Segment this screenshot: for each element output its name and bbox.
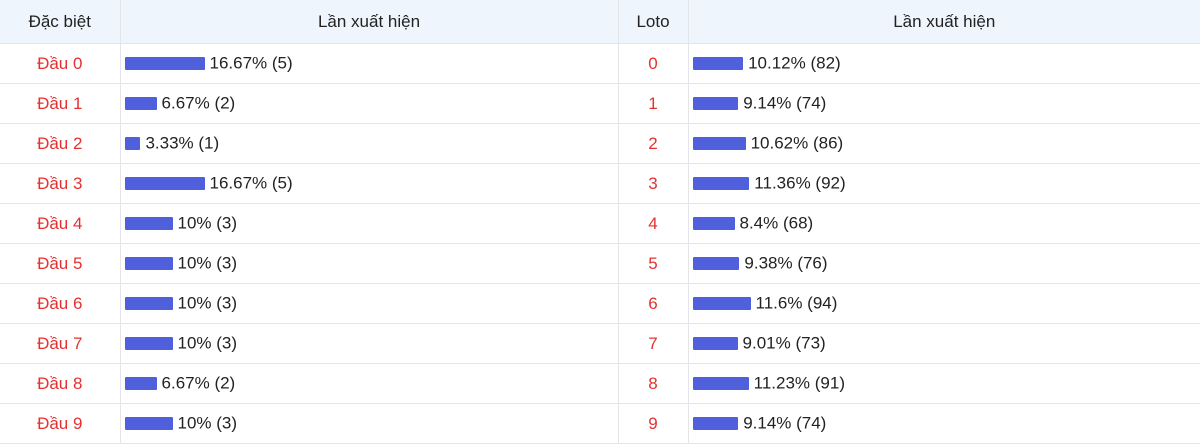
row-label: Đầu 4 [0,203,121,244]
row-label: Đầu 3 [0,163,121,204]
value-text: 6.67% (2) [161,373,236,393]
value-cell: 16.67% (5) [119,43,619,84]
value-cell: 9.01% (73) [687,323,1200,364]
header: Loto [617,0,689,44]
bar [124,417,173,431]
bar [124,377,157,391]
bar [124,337,173,351]
header: Lần xuất hiện [687,0,1200,44]
row-label: Đầu 1 [0,83,121,124]
value-text: 9.14% (74) [743,93,827,113]
row: Đầu 4 10% (3) 4 8.4% (68) [0,203,1200,244]
value-text: 9.14% (74) [743,413,827,433]
row-label: Đầu 6 [0,283,121,324]
value-text: 10% (3) [177,253,238,273]
value-text: 8.4% (68) [739,213,814,233]
value-cell: 10% (3) [119,323,619,364]
value-cell: 11.6% (94) [687,283,1200,324]
value-cell: 11.36% (92) [687,163,1200,204]
row: Đầu 6 10% (3) 6 11.6% (94) [0,283,1200,324]
value-cell: 10% (3) [119,403,619,444]
row: Đầu 2 3.33% (1) 2 10.62% (86) [0,123,1200,164]
value-text: 10.62% (86) [750,133,844,153]
row: Đầu 3 16.67% (5) 3 11.36% (92) [0,163,1200,204]
bar [124,177,205,191]
row-label: 2 [617,123,689,164]
row-label: Đầu 7 [0,323,121,364]
bar [124,257,173,271]
value-cell: 10% (3) [119,203,619,244]
bar [692,417,739,431]
value-text: 11.6% (94) [755,293,838,313]
row: Đầu 8 6.67% (2) 8 11.23% (91) [0,363,1200,404]
value-text: 10% (3) [177,333,238,353]
bar [124,57,205,71]
row: Đầu 9 10% (3) 9 9.14% (74) [0,403,1200,444]
value-cell: 8.4% (68) [687,203,1200,244]
value-text: 10% (3) [177,293,238,313]
value-cell: 10.62% (86) [687,123,1200,164]
row-label: 9 [617,403,689,444]
row-label: Đầu 0 [0,43,121,84]
header-row: Đặc biệt Lần xuất hiện Loto Lần xuất hiệ… [0,0,1200,44]
bar [692,257,740,271]
row-label: 5 [617,243,689,284]
value-text: 6.67% (2) [161,93,236,113]
bar [692,217,735,231]
row-label: 7 [617,323,689,364]
value-text: 9.01% (73) [742,333,826,353]
row-label: 4 [617,203,689,244]
row: Đầu 0 16.67% (5) 0 10.12% (82) [0,43,1200,84]
row-label: 6 [617,283,689,324]
value-cell: 6.67% (2) [119,83,619,124]
row-label: Đầu 9 [0,403,121,444]
value-cell: 6.67% (2) [119,363,619,404]
value-text: 3.33% (1) [145,133,220,153]
row-label: 1 [617,83,689,124]
value-text: 11.23% (91) [753,373,845,393]
value-cell: 10% (3) [119,283,619,324]
value-cell: 10.12% (82) [687,43,1200,84]
value-cell: 3.33% (1) [119,123,619,164]
value-text: 16.67% (5) [209,173,293,193]
row-label: Đầu 5 [0,243,121,284]
value-text: 16.67% (5) [209,53,293,73]
table-body: Đầu 0 16.67% (5) 0 10.12% (82) Đầu 1 6.67% (2… [0,43,1200,444]
row-label: 3 [617,163,689,204]
value-text: 9.38% (76) [744,253,828,273]
bar [124,217,173,231]
value-cell: 10% (3) [119,243,619,284]
bar [692,97,739,111]
value-text: 10% (3) [177,213,238,233]
row-label: 0 [617,43,689,84]
value-text: 11.36% (92) [754,173,846,193]
row-label: Đầu 8 [0,363,121,404]
value-cell: 9.14% (74) [687,83,1200,124]
bar [692,337,738,351]
value-cell: 9.38% (76) [687,243,1200,284]
row: Đầu 1 6.67% (2) 1 9.14% (74) [0,83,1200,124]
value-cell: 11.23% (91) [687,363,1200,404]
bar [692,177,750,191]
bar [692,377,749,391]
row-label: Đầu 2 [0,123,121,164]
bar [124,97,157,111]
value-text: 10% (3) [177,413,238,433]
header: Lần xuất hiện [119,0,619,44]
bar [692,57,744,71]
value-text: 10.12% (82) [748,53,841,73]
bar [124,137,141,151]
header: Đặc biệt [0,0,121,44]
bar [692,137,746,151]
row-label: 8 [617,363,689,404]
value-cell: 9.14% (74) [687,403,1200,444]
row: Đầu 7 10% (3) 7 9.01% (73) [0,323,1200,364]
row: Đầu 5 10% (3) 5 9.38% (76) [0,243,1200,284]
bar [124,297,173,311]
bar [692,297,751,311]
value-cell: 16.67% (5) [119,163,619,204]
